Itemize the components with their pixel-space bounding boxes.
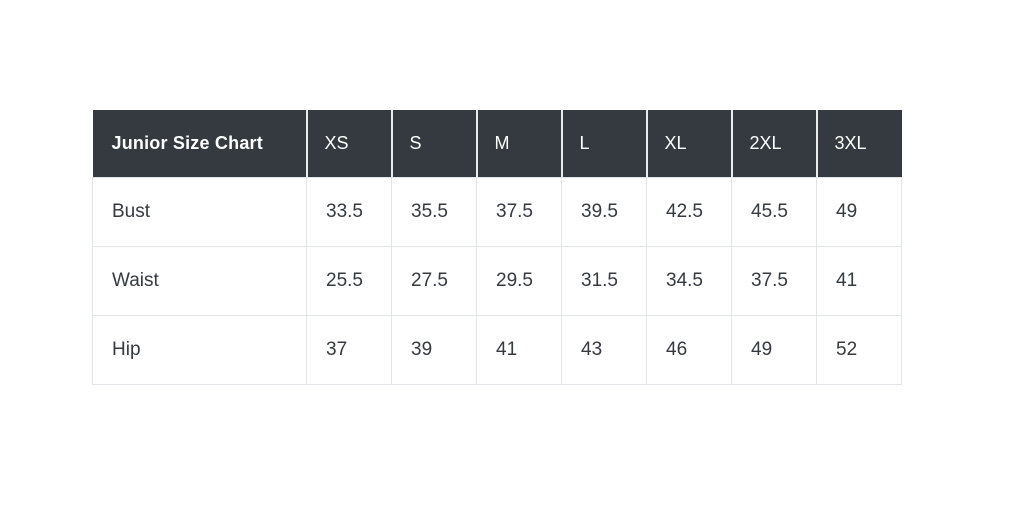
size-chart-container: Junior Size Chart XS S M L XL 2XL 3XL Bu…: [92, 110, 902, 385]
waist-value-3xl: 41: [816, 245, 902, 316]
waist-value-l: 31.5: [561, 245, 647, 316]
bust-value-s: 35.5: [391, 176, 477, 247]
table-header-row: Junior Size Chart XS S M L XL 2XL 3XL: [92, 110, 902, 177]
row-label-bust: Bust: [92, 176, 307, 247]
table-title-cell: Junior Size Chart: [92, 110, 307, 177]
hip-value-s: 39: [391, 314, 477, 385]
row-label-hip: Hip: [92, 314, 307, 385]
hip-value-xs: 37: [306, 314, 392, 385]
column-header-2xl: 2XL: [730, 110, 817, 177]
waist-value-s: 27.5: [391, 245, 477, 316]
hip-value-xl: 46: [646, 314, 732, 385]
column-header-xl: XL: [645, 110, 732, 177]
hip-value-m: 41: [476, 314, 562, 385]
bust-value-l: 39.5: [561, 176, 647, 247]
table-row-bust: Bust 33.5 35.5 37.5 39.5 42.5 45.5 49: [92, 176, 902, 247]
bust-value-m: 37.5: [476, 176, 562, 247]
waist-value-2xl: 37.5: [731, 245, 817, 316]
column-header-s: S: [390, 110, 477, 177]
hip-value-2xl: 49: [731, 314, 817, 385]
column-header-m: M: [475, 110, 562, 177]
hip-value-l: 43: [561, 314, 647, 385]
waist-value-xs: 25.5: [306, 245, 392, 316]
column-header-xs: XS: [305, 110, 392, 177]
waist-value-m: 29.5: [476, 245, 562, 316]
junior-size-chart-table: Junior Size Chart XS S M L XL 2XL 3XL Bu…: [92, 110, 902, 385]
table-row-hip: Hip 37 39 41 43 46 49 52: [92, 314, 902, 385]
waist-value-xl: 34.5: [646, 245, 732, 316]
column-header-l: L: [560, 110, 647, 177]
table-row-waist: Waist 25.5 27.5 29.5 31.5 34.5 37.5 41: [92, 245, 902, 316]
column-header-3xl: 3XL: [815, 110, 902, 177]
bust-value-2xl: 45.5: [731, 176, 817, 247]
bust-value-3xl: 49: [816, 176, 902, 247]
bust-value-xl: 42.5: [646, 176, 732, 247]
hip-value-3xl: 52: [816, 314, 902, 385]
row-label-waist: Waist: [92, 245, 307, 316]
bust-value-xs: 33.5: [306, 176, 392, 247]
